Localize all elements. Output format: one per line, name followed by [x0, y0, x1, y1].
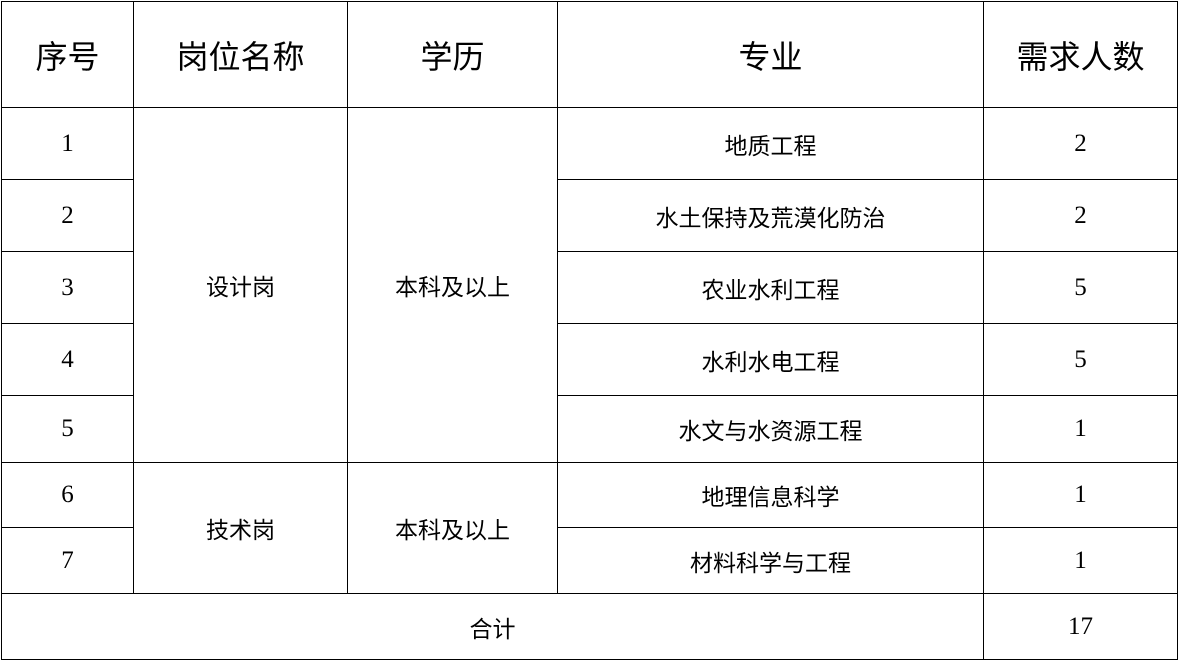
table-row: 1 设计岗 本科及以上 地质工程 2 [1, 107, 1178, 463]
header-no: 序号 [1, 1, 134, 108]
count-cell: 1 [983, 395, 1178, 463]
header-count: 需求人数 [983, 1, 1178, 108]
total-count: 17 [983, 593, 1178, 660]
table-row: 6 技术岗 本科及以上 地理信息科学 1 [1, 462, 1178, 594]
education-cell: 本科及以上 [347, 107, 558, 463]
row-no: 5 [1, 395, 134, 463]
count-cell: 2 [983, 179, 1178, 252]
table-row: 3 农业水利工程 5 [1, 251, 1178, 324]
row-no: 6 [1, 462, 134, 528]
major-cell: 材料科学与工程 [557, 527, 984, 594]
header-major: 专业 [557, 1, 984, 108]
count-cell: 1 [983, 527, 1178, 594]
header-position: 岗位名称 [133, 1, 348, 108]
major-cell: 地质工程 [557, 107, 984, 180]
count-cell: 1 [983, 462, 1178, 528]
count-cell: 5 [983, 251, 1178, 324]
header-education: 学历 [347, 1, 558, 108]
education-cell: 本科及以上 [347, 462, 558, 594]
row-no: 1 [1, 107, 134, 180]
major-cell: 水利水电工程 [557, 323, 984, 396]
count-cell: 2 [983, 107, 1178, 180]
major-cell: 农业水利工程 [557, 251, 984, 324]
major-cell: 地理信息科学 [557, 462, 984, 528]
position-cell: 设计岗 [133, 107, 348, 463]
total-label: 合计 [1, 593, 984, 660]
row-no: 4 [1, 323, 134, 396]
table-row: 5 水文与水资源工程 1 [1, 395, 1178, 463]
row-no: 7 [1, 527, 134, 594]
count-cell: 5 [983, 323, 1178, 396]
row-no: 3 [1, 251, 134, 324]
major-cell: 水土保持及荒漠化防治 [557, 179, 984, 252]
row-no: 2 [1, 179, 134, 252]
table-row: 4 水利水电工程 5 [1, 323, 1178, 396]
total-row: 合计 17 [1, 593, 1178, 660]
header-row: 序号 岗位名称 学历 专业 需求人数 [1, 1, 1178, 108]
position-cell: 技术岗 [133, 462, 348, 594]
table-row: 2 水土保持及荒漠化防治 2 [1, 179, 1178, 252]
major-cell: 水文与水资源工程 [557, 395, 984, 463]
